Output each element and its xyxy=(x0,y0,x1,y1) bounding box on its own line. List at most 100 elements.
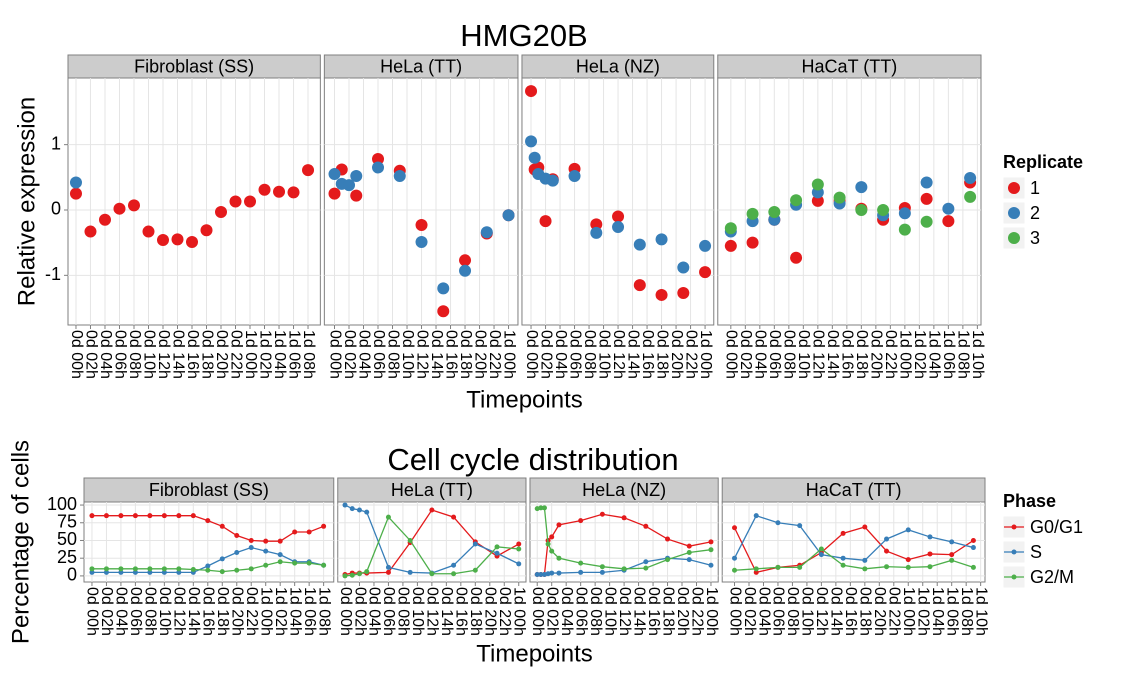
x-tick-label: 1d 08h xyxy=(955,330,972,379)
line-point xyxy=(89,513,95,519)
line-point xyxy=(840,562,846,568)
line-point xyxy=(686,543,692,549)
scatter-point xyxy=(568,170,581,183)
scatter-point xyxy=(612,220,625,233)
x-tick-label: 0d 14h xyxy=(428,330,445,379)
line-point xyxy=(516,546,522,552)
line-point xyxy=(306,560,312,566)
scatter-point xyxy=(343,179,356,192)
scatter-point xyxy=(790,194,803,207)
y-tick-label: 0 xyxy=(67,565,77,585)
scatter-point xyxy=(898,223,911,236)
strip-label: Fibroblast (SS) xyxy=(149,480,269,500)
y-tick-label: 1 xyxy=(51,133,61,153)
x-tick-label: 0d 06h xyxy=(572,587,589,636)
x-tick-label: 0d 00h xyxy=(726,587,743,636)
x-tick-label: 1d 06h xyxy=(301,587,318,636)
x-tick-label: 0d 00h xyxy=(337,587,354,636)
line-point xyxy=(732,567,738,573)
line-point xyxy=(277,559,283,565)
line-point xyxy=(905,527,911,533)
legend-label: G0/G1 xyxy=(1030,517,1083,537)
line-point xyxy=(263,548,269,554)
legend-label: 1 xyxy=(1030,178,1040,198)
x-tick-label: 0d 22h xyxy=(243,587,260,636)
scatter-point xyxy=(768,205,781,218)
line-point xyxy=(927,564,933,570)
line-point xyxy=(132,569,138,575)
scatter-point xyxy=(372,153,385,166)
line-point xyxy=(549,570,555,576)
x-tick-label: 0d 08h xyxy=(784,587,801,636)
line-point xyxy=(292,560,298,566)
line-point xyxy=(321,562,327,568)
x-tick-label: 0d 12h xyxy=(171,587,188,636)
line-point xyxy=(599,569,605,575)
line-point xyxy=(970,564,976,570)
x-tick-label: 0d 18h xyxy=(198,330,215,379)
x-tick-label: 1d 00h xyxy=(703,587,720,636)
scatter-point xyxy=(215,205,228,218)
series-line xyxy=(733,514,974,561)
x-tick-label: 0d 22h xyxy=(496,587,513,636)
x-tick-label: 0d 16h xyxy=(200,587,217,636)
line-point xyxy=(103,513,109,519)
x-axis-label: Timepoints xyxy=(476,640,592,667)
x-tick-label: 0d 18h xyxy=(659,587,676,636)
line-point xyxy=(905,557,911,563)
scatter-point xyxy=(920,176,933,189)
scatter-point xyxy=(655,233,668,246)
line-point xyxy=(234,550,240,556)
scatter-point xyxy=(113,202,126,215)
scatter-point xyxy=(350,189,363,202)
line-point xyxy=(103,569,109,575)
x-tick-label: 0d 16h xyxy=(453,587,470,636)
legend-label: 2 xyxy=(1030,203,1040,223)
x-tick-label: 0d 10h xyxy=(799,587,816,636)
line-point xyxy=(732,525,738,531)
y-tick-label: 75 xyxy=(57,512,77,532)
x-tick-label: 0d 22h xyxy=(882,330,899,379)
x-tick-label: 0d 18h xyxy=(853,330,870,379)
line-point xyxy=(161,569,167,575)
scatter-point xyxy=(437,282,450,295)
x-tick-label: 0d 16h xyxy=(645,587,662,636)
line-point xyxy=(556,522,562,528)
x-tick-label: 1d 08h xyxy=(300,330,317,379)
line-point xyxy=(364,509,370,515)
scatter-point xyxy=(328,168,341,181)
x-tick-label: 0d 04h xyxy=(113,587,130,636)
chart-title: HMG20B xyxy=(460,18,587,53)
x-tick-label: 0d 18h xyxy=(457,330,474,379)
scatter-point xyxy=(186,236,199,249)
x-tick-label: 0d 06h xyxy=(566,330,583,379)
scatter-point xyxy=(525,135,538,148)
x-tick-label: 1d 00h xyxy=(900,587,917,636)
x-tick-label: 0d 02h xyxy=(737,330,754,379)
line-point xyxy=(190,567,196,573)
line-point xyxy=(147,569,153,575)
x-tick-label: 0d 20h xyxy=(871,587,888,636)
x-tick-label: 0d 00h xyxy=(68,330,85,379)
strip-label: HeLa (TT) xyxy=(391,480,473,500)
x-tick-label: 1d 04h xyxy=(929,587,946,636)
x-tick-label: 0d 12h xyxy=(424,587,441,636)
x-tick-label: 1d 06h xyxy=(285,330,302,379)
line-point xyxy=(927,534,933,540)
x-tick-label: 1d 08h xyxy=(958,587,975,636)
scatter-point xyxy=(590,218,603,231)
strip xyxy=(529,477,719,503)
line-point xyxy=(884,548,890,554)
x-tick-label: 0d 16h xyxy=(639,330,656,379)
x-tick-label: 0d 08h xyxy=(587,587,604,636)
line-point xyxy=(538,505,544,511)
line-point xyxy=(263,562,269,568)
x-tick-label: 0d 06h xyxy=(766,330,783,379)
strip xyxy=(67,54,321,79)
panel xyxy=(67,77,321,326)
x-tick-label: 0d 02h xyxy=(82,330,99,379)
x-tick-label: 0d 00h xyxy=(529,587,546,636)
x-tick-label: 0d 22h xyxy=(886,587,903,636)
line-point xyxy=(342,502,348,508)
scatter-point xyxy=(724,222,737,235)
